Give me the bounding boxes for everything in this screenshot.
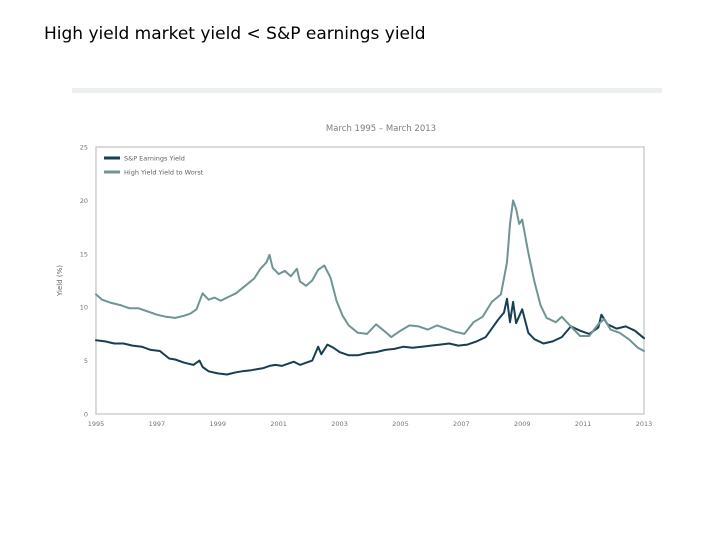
x-tick-label-1995: 1995	[88, 420, 105, 428]
y-tick-label-20: 20	[80, 197, 88, 205]
y-axis-label: Yield (%)	[56, 265, 64, 297]
y-axis-ticks: 0 5 10 15 20 25	[80, 144, 88, 419]
series-layer	[95, 199, 645, 376]
x-tick-label-1997: 1997	[149, 420, 166, 428]
legend-label-high-yield-ytw: High Yield Yield to Worst	[124, 169, 204, 177]
y-tick-label-15: 15	[80, 250, 88, 258]
legend-label-sp-earnings-yield: S&P Earnings Yield	[124, 155, 185, 163]
plot-frame	[95, 146, 645, 415]
y-tick-label-0: 0	[84, 411, 88, 419]
x-tick-label-2001: 2001	[270, 420, 287, 428]
x-tick-label-2003: 2003	[331, 420, 348, 428]
header-divider-band	[72, 88, 662, 93]
plot-area-border	[95, 146, 645, 415]
x-tick-label-2009: 2009	[514, 420, 531, 428]
x-tick-label-1999: 1999	[210, 420, 227, 428]
x-tick-label-2005: 2005	[392, 420, 409, 428]
chart-subtitle: March 1995 – March 2013	[326, 124, 436, 134]
x-tick-label-2013: 2013	[636, 420, 653, 428]
y-tick-label-10: 10	[80, 304, 88, 312]
slide-title: High yield market yield < S&P earnings y…	[44, 24, 426, 44]
y-tick-label-5: 5	[84, 357, 88, 365]
series-line-high-yield-ytw	[95, 199, 645, 352]
chart-legend: S&P Earnings Yield High Yield Yield to Wo…	[104, 155, 204, 177]
series-line-sp-earnings-yield	[95, 297, 645, 376]
y-tick-label-25: 25	[80, 144, 88, 152]
x-tick-label-2011: 2011	[575, 420, 592, 428]
x-tick-label-2007: 2007	[453, 420, 470, 428]
x-axis-ticks: 1995 1997 1999 2001 2003 2005 2007 2009 2011 2013	[88, 420, 653, 428]
